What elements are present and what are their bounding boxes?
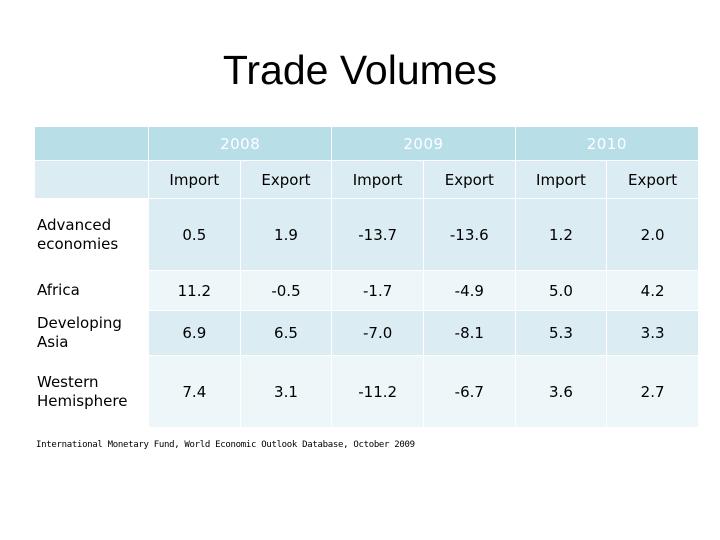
column-header: Import: [514, 160, 608, 199]
table-cell: 7.4: [148, 355, 241, 428]
table-cell: 2.0: [606, 198, 699, 271]
table-cell: 2.7: [606, 355, 699, 428]
table-row: Western Hemisphere 7.4 3.1 -11.2 -6.7 3.…: [34, 355, 699, 428]
table-cell: -13.6: [422, 198, 516, 271]
table-cell: 6.9: [148, 310, 241, 356]
year-header-2010: 2010: [514, 126, 699, 161]
table-cell: -7.0: [331, 310, 424, 356]
table-cell: 3.6: [514, 355, 608, 428]
table-row: Developing Asia 6.9 6.5 -7.0 -8.1 5.3 3.…: [34, 310, 699, 356]
table-cell: 1.9: [239, 198, 333, 271]
table-cell: -11.2: [331, 355, 424, 428]
table-cell: -1.7: [331, 270, 424, 311]
trade-volumes-table: 2008 2009 2010 Import Export Import Expo…: [34, 126, 699, 428]
table-cell: -6.7: [422, 355, 516, 428]
table-cell: 1.2: [514, 198, 608, 271]
slide-title: Trade Volumes: [222, 47, 498, 93]
table-row: Africa 11.2 -0.5 -1.7 -4.9 5.0 4.2: [34, 270, 699, 311]
column-header: Export: [606, 160, 699, 199]
table-cell: 3.3: [606, 310, 699, 356]
subheader-row: Import Export Import Export Import Expor…: [34, 160, 699, 199]
region-label: Africa: [34, 270, 149, 311]
subheader-corner-cell: [34, 160, 149, 199]
table-cell: -8.1: [422, 310, 516, 356]
column-header: Import: [331, 160, 424, 199]
year-header-2008: 2008: [147, 126, 333, 161]
table-cell: 0.5: [148, 198, 241, 271]
column-header: Import: [148, 160, 241, 199]
table-cell: 11.2: [148, 270, 241, 311]
table-cell: 5.0: [514, 270, 608, 311]
region-label: Developing Asia: [34, 310, 149, 356]
table-cell: 5.3: [514, 310, 608, 356]
table-row: Advanced economies 0.5 1.9 -13.7 -13.6 1…: [34, 198, 699, 271]
table-cell: 3.1: [239, 355, 333, 428]
table-cell: 6.5: [239, 310, 333, 356]
table-cell: -0.5: [239, 270, 333, 311]
column-header: Export: [239, 160, 333, 199]
table-cell: -4.9: [422, 270, 516, 311]
region-label: Western Hemisphere: [34, 355, 149, 428]
year-header-2009: 2009: [331, 126, 516, 161]
header-corner-cell: [34, 126, 149, 161]
column-header: Export: [422, 160, 516, 199]
year-header-row: 2008 2009 2010: [34, 126, 699, 161]
source-citation: International Monetary Fund, World Econo…: [36, 440, 415, 450]
region-label: Advanced economies: [34, 198, 149, 271]
table-cell: 4.2: [606, 270, 699, 311]
table-cell: -13.7: [331, 198, 424, 271]
